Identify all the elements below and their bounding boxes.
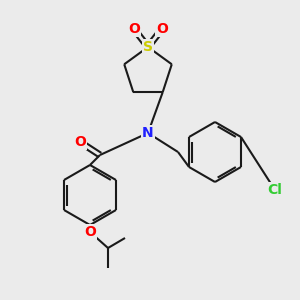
Text: O: O	[128, 22, 140, 36]
Text: O: O	[84, 225, 96, 239]
Text: N: N	[142, 126, 154, 140]
Text: O: O	[74, 135, 86, 149]
Text: O: O	[156, 22, 168, 36]
Text: S: S	[143, 40, 153, 54]
Text: Cl: Cl	[268, 183, 282, 197]
